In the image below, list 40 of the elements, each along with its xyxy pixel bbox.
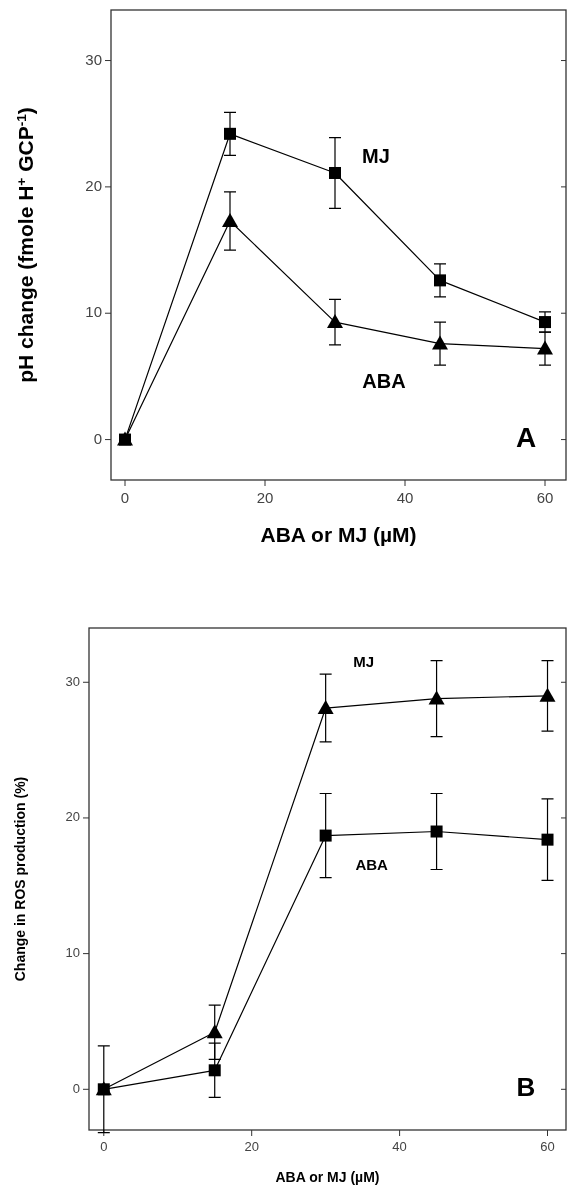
y-tick-label: 0: [72, 1080, 80, 1096]
y-tick-label: 10: [85, 303, 102, 321]
y-tick-label: 10: [65, 945, 80, 961]
series-label: MJ: [362, 145, 390, 168]
series-label: ABA: [362, 370, 406, 393]
x-tick-label: 0: [120, 489, 130, 506]
point: [539, 316, 551, 329]
point: [537, 340, 553, 355]
x-axis-title: ABA or MJ (µM): [275, 1169, 380, 1185]
x-tick-label: 60: [536, 489, 554, 506]
y-tick-label: 30: [65, 673, 80, 689]
point: [434, 274, 446, 287]
point: [541, 833, 554, 846]
point: [319, 829, 332, 842]
point: [317, 700, 334, 715]
x-tick-label: 40: [392, 1139, 407, 1154]
annotation: B: [516, 1072, 536, 1103]
x-axis-title: ABA or MJ (µM): [260, 523, 417, 546]
point: [224, 127, 236, 140]
series-label: ABA: [355, 855, 389, 873]
x-tick-label: 40: [396, 489, 414, 506]
point: [206, 1024, 223, 1039]
point: [222, 212, 238, 227]
point: [432, 335, 448, 350]
point: [430, 825, 443, 838]
y-tick-label: 30: [85, 50, 102, 68]
point: [539, 687, 556, 702]
y-axis-title: Change in ROS production (%): [12, 776, 28, 982]
x-tick-label: 20: [256, 489, 274, 506]
point: [329, 166, 341, 179]
text: MJ: [353, 653, 375, 671]
x-tick-label: 20: [244, 1139, 259, 1154]
x-tick-label: 60: [540, 1139, 555, 1154]
y-tick-label: 20: [65, 809, 80, 825]
point: [208, 1064, 221, 1077]
annotation: A: [515, 421, 537, 453]
y-tick-label: 0: [93, 429, 102, 447]
y-tick-label: 20: [85, 176, 102, 194]
point: [428, 690, 445, 705]
point: [327, 314, 343, 329]
